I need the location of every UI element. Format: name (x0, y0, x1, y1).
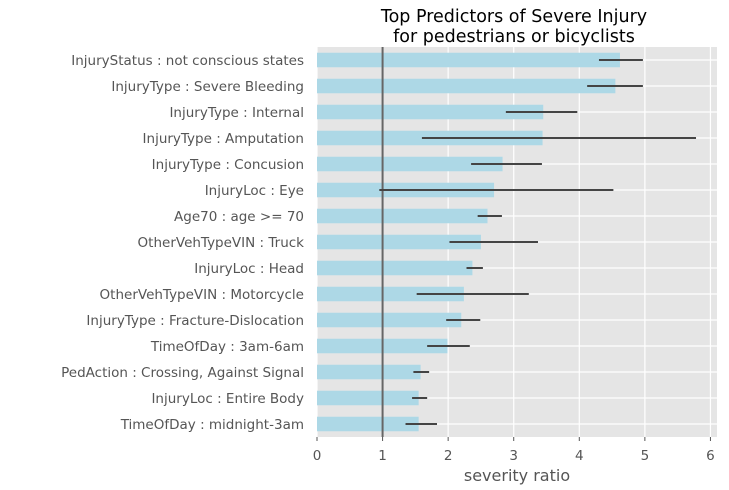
bar (317, 208, 488, 224)
category-label: InjuryStatus : not conscious states (71, 53, 304, 69)
category-label: TimeOfDay : midnight-3am (120, 417, 304, 433)
bar (317, 52, 620, 68)
x-tick-label: 1 (378, 448, 387, 464)
x-tick-label: 4 (575, 448, 584, 464)
x-axis-title: severity ratio (464, 466, 570, 485)
error-bars (379, 59, 697, 425)
x-tick-label: 3 (509, 448, 518, 464)
category-label: TimeOfDay : 3am-6am (150, 339, 304, 355)
bar (317, 416, 419, 432)
category-label: InjuryLoc : Entire Body (151, 391, 304, 407)
bar (317, 104, 544, 120)
category-labels: InjuryStatus : not conscious states Injur… (61, 53, 304, 433)
category-label: PedAction : Crossing, Against Signal (61, 365, 304, 381)
x-tick-label: 2 (444, 448, 453, 464)
x-tick-label: 6 (706, 448, 715, 464)
bar (317, 364, 421, 380)
chart-title-line-1: Top Predictors of Severe Injury (380, 7, 647, 27)
bar (317, 234, 481, 250)
category-label: Age70 : age >= 70 (174, 209, 304, 225)
bar (317, 156, 503, 172)
x-tick-label: 5 (641, 448, 650, 464)
x-tick-labels: 0 1 2 3 4 5 6 (313, 437, 715, 464)
category-label: InjuryType : Internal (169, 105, 304, 121)
bar (317, 312, 462, 328)
category-label: OtherVehTypeVIN : Motorcycle (100, 287, 304, 303)
category-label: InjuryLoc : Head (194, 261, 304, 277)
category-label: OtherVehTypeVIN : Truck (138, 235, 305, 251)
bar (317, 286, 464, 302)
bar (317, 78, 616, 94)
category-label: InjuryType : Fracture-Dislocation (86, 313, 304, 329)
category-label: InjuryType : Severe Bleeding (111, 79, 304, 95)
bar (317, 260, 473, 276)
chart-title-line-2: for pedestrians or bicyclists (393, 27, 635, 47)
category-label: InjuryLoc : Eye (205, 183, 304, 199)
bar (317, 390, 419, 406)
category-label: InjuryType : Amputation (143, 131, 304, 147)
x-tick-label: 0 (313, 448, 322, 464)
category-label: InjuryType : Concusion (152, 157, 304, 173)
